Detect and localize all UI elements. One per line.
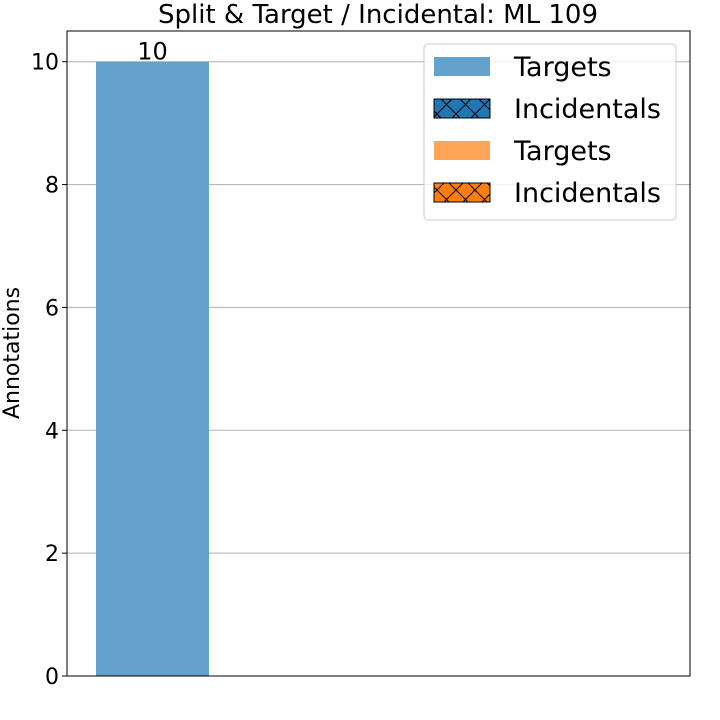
legend-label-incidentals: Incidentals: [514, 94, 661, 125]
y-tick-label: 0: [45, 665, 59, 690]
plot-area-frame: [66, 30, 691, 677]
y-tick-label: 6: [45, 296, 59, 321]
legend-swatch-targets: [434, 57, 490, 76]
y-tick-label: 2: [45, 542, 59, 567]
legend-swatch-hatch: [434, 99, 490, 118]
y-axis-ticks: 0 2 4 6 8 10: [31, 51, 67, 690]
legend-label-incidentals: Incidentals: [514, 178, 661, 209]
y-tick-label: 10: [31, 51, 59, 76]
legend-swatch-targets: [434, 141, 490, 160]
bar-targets: [96, 61, 209, 676]
y-axis-title: Annotations: [0, 287, 25, 419]
legend-swatch-hatch: [434, 183, 490, 202]
legend-label-targets: Targets: [513, 136, 612, 167]
data-labels: 10: [137, 38, 168, 66]
bar-value-label: 10: [137, 38, 168, 66]
chart-title: Split & Target / Incidental: ML 109: [158, 0, 598, 30]
legend-label-targets: Targets: [513, 52, 612, 83]
legend: Targets Incidentals Targets Incidentals: [423, 43, 677, 221]
legend-frame: [423, 43, 677, 221]
bars: [96, 61, 209, 676]
y-tick-label: 4: [45, 419, 59, 444]
y-tick-label: 8: [45, 174, 59, 199]
